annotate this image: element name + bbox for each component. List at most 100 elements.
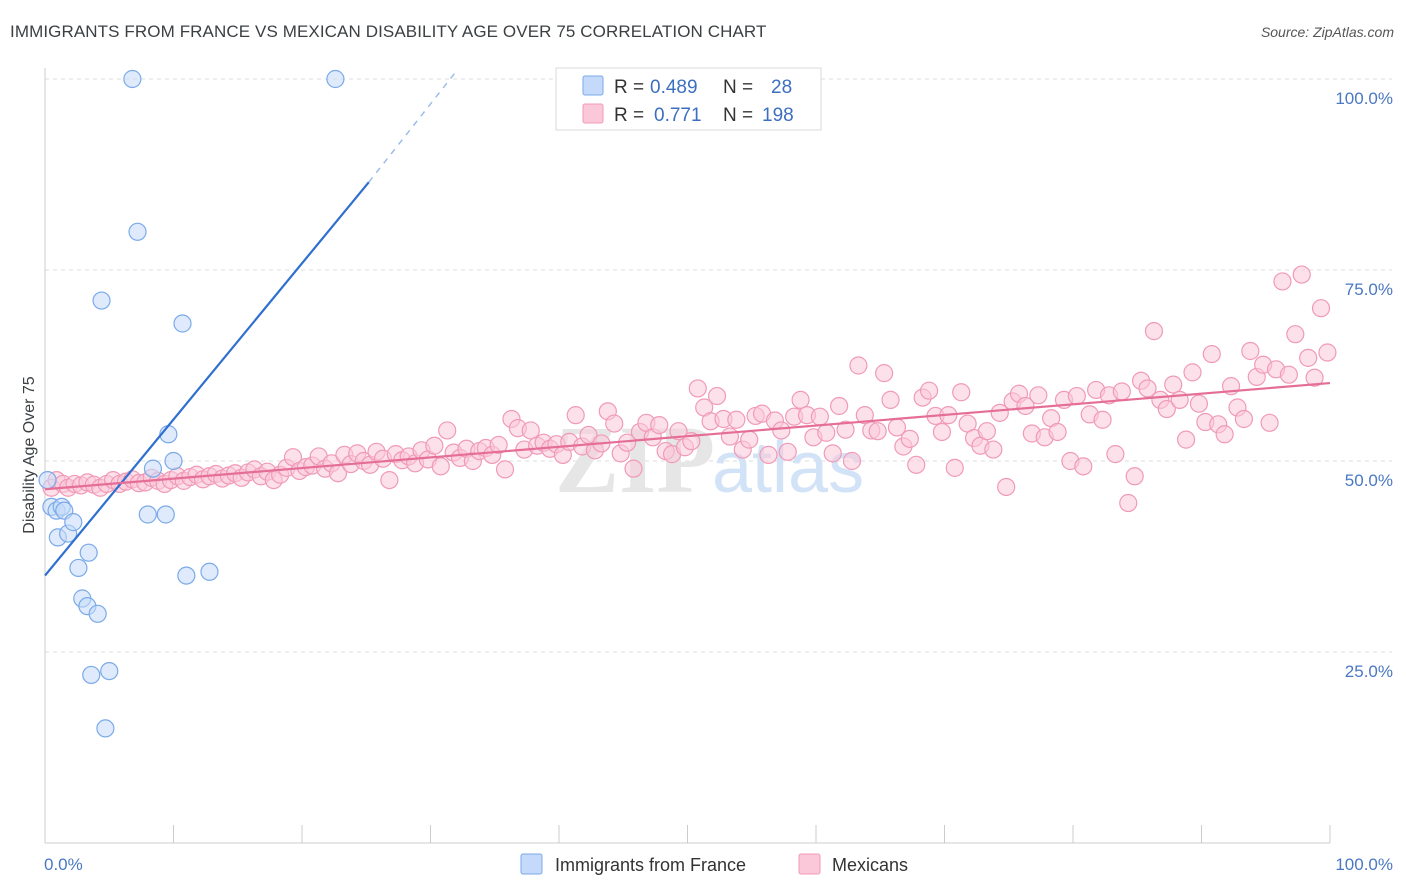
- mexicans-point-122: [823, 444, 842, 463]
- mexicans-point-70: [489, 435, 508, 455]
- chart-title: IMMIGRANTS FROM FRANCE VS MEXICAN DISABI…: [10, 22, 767, 41]
- grid-lines: [45, 78, 1392, 653]
- trend-lines: [44, 70, 1331, 577]
- mexicans-point-126: [849, 356, 868, 375]
- mexicans-point-161: [1074, 457, 1093, 476]
- watermark: ZIP atlas: [555, 406, 864, 513]
- france-point-20: [143, 459, 163, 478]
- bottom-legend: Immigrants from France Mexicans: [520, 853, 908, 875]
- mexicans-point-53: [380, 471, 399, 490]
- mexicans-point-125: [842, 451, 862, 471]
- mexicans-point-129: [868, 422, 887, 441]
- mexicans-point-115: [778, 442, 797, 461]
- legend-swatch-france: [582, 75, 604, 96]
- y-tick-label-2: 75.0%: [1345, 280, 1393, 299]
- mexicans-point-154: [1029, 386, 1048, 405]
- legend-r-label-france: R =: [614, 77, 644, 98]
- legend-swatch-mexicans: [582, 103, 604, 124]
- series-mexicans-points: [42, 265, 1337, 513]
- france-point-19: [138, 505, 157, 524]
- mexicans-point-106: [720, 427, 740, 446]
- france-point-15: [100, 661, 119, 681]
- france-point-16: [92, 291, 111, 310]
- mexicans-point-181: [1202, 344, 1221, 364]
- france-point-12: [82, 665, 101, 685]
- mexicans-point-196: [1299, 348, 1318, 367]
- france-point-14: [96, 719, 115, 738]
- france-point-11: [79, 543, 98, 562]
- trend-line-mexicans: [44, 381, 1331, 491]
- mexicans-point-60: [425, 436, 444, 455]
- mexicans-point-75: [521, 421, 540, 440]
- legend-n-value-mexicans: 198: [762, 105, 794, 126]
- mexicans-point-178: [1183, 363, 1202, 382]
- mexicans-point-62: [438, 421, 457, 440]
- france-point-23: [164, 451, 183, 471]
- mexicans-point-61: [431, 457, 450, 476]
- bottom-legend-label-france: Immigrants from France: [555, 855, 746, 875]
- trend-line-france: [44, 181, 370, 577]
- france-point-21: [156, 505, 175, 524]
- france-point-18: [128, 222, 147, 241]
- bottom-legend-swatch-france: [520, 853, 543, 875]
- legend-n-value-france: 28: [771, 77, 792, 98]
- mexicans-point-152: [1016, 396, 1035, 416]
- mexicans-point-164: [1093, 410, 1112, 429]
- mexicans-point-174: [1157, 399, 1176, 419]
- mexicans-point-135: [907, 455, 926, 474]
- mexicans-point-186: [1234, 409, 1254, 429]
- mexicans-point-127: [855, 406, 874, 425]
- mexicans-point-179: [1189, 394, 1209, 413]
- mexicans-point-197: [1305, 368, 1324, 387]
- watermark-zip: ZIP: [555, 406, 715, 513]
- mexicans-point-141: [945, 458, 964, 477]
- mexicans-point-172: [1144, 322, 1164, 341]
- x-tick-labels: 0.0% 100.0%: [44, 855, 1393, 874]
- legend-n-label-france: N =: [723, 77, 753, 98]
- mexicans-point-139: [932, 422, 952, 442]
- mexicans-point-130: [875, 364, 894, 383]
- mexicans-point-95: [650, 415, 669, 435]
- legend-r-value-mexicans: 0.771: [654, 105, 702, 126]
- mexicans-point-157: [1048, 422, 1067, 442]
- mexicans-point-109: [740, 430, 759, 449]
- mexicans-point-142: [952, 383, 971, 402]
- mexicans-point-124: [836, 420, 855, 439]
- bottom-legend-swatch-mexicans: [798, 853, 821, 875]
- source-label: Source: ZipAtlas.com: [1260, 24, 1394, 40]
- france-point-25: [177, 566, 196, 585]
- mexicans-point-82: [566, 406, 585, 425]
- mexicans-point-168: [1119, 493, 1138, 513]
- mexicans-point-198: [1311, 299, 1331, 318]
- mexicans-point-187: [1241, 341, 1260, 361]
- y-tick-label-3: 100.0%: [1335, 89, 1393, 108]
- y-tick-label-0: 25.0%: [1345, 662, 1393, 681]
- france-point-8: [69, 558, 88, 578]
- legend-r-value-france: 0.489: [650, 77, 698, 98]
- mexicans-point-193: [1279, 365, 1298, 384]
- mexicans-point-71: [495, 460, 515, 479]
- france-point-0: [38, 471, 57, 490]
- mexicans-point-146: [977, 422, 997, 441]
- mexicans-point-147: [984, 440, 1003, 459]
- mexicans-point-88: [605, 414, 624, 433]
- x-tick-label-1: 100.0%: [1335, 855, 1393, 874]
- y-tick-labels: 25.0% 50.0% 75.0% 100.0%: [1335, 89, 1393, 681]
- mexicans-point-190: [1260, 413, 1279, 432]
- y-axis-label: Disability Age Over 75: [21, 376, 38, 534]
- mexicans-point-175: [1164, 375, 1183, 394]
- legend-r-label-mexicans: R =: [614, 105, 644, 126]
- axes: [44, 68, 1331, 844]
- mexicans-point-199: [1318, 343, 1337, 362]
- bottom-legend-label-mexicans: Mexicans: [832, 855, 908, 875]
- mexicans-point-114: [772, 421, 791, 440]
- france-point-17: [123, 69, 142, 89]
- mexicans-point-167: [1112, 382, 1131, 401]
- y-tick-label-1: 50.0%: [1345, 471, 1393, 490]
- mexicans-point-171: [1138, 379, 1157, 398]
- mexicans-point-117: [791, 390, 810, 409]
- mexicans-point-160: [1067, 386, 1086, 406]
- mexicans-point-98: [669, 422, 688, 441]
- mexicans-point-195: [1292, 265, 1311, 284]
